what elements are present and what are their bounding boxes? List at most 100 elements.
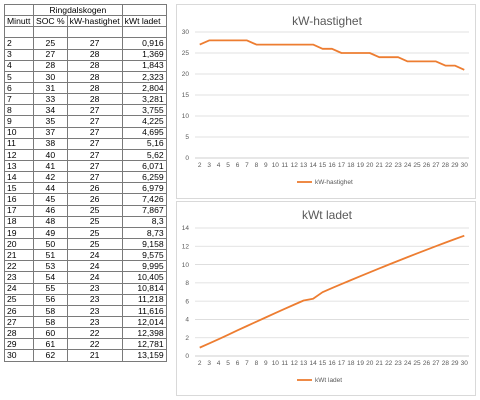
table-title-cell[interactable] [121,3,167,17]
cell-kw-hastighet[interactable]: 28 [66,59,123,72]
cell-minutt[interactable]: 29 [4,338,34,351]
cell-soc[interactable]: 53 [33,260,68,273]
cell-kwt-ladet[interactable]: 11,218 [121,293,167,306]
cell-minutt[interactable]: 2 [4,37,34,50]
cell-kw-hastighet[interactable]: 27 [66,115,123,128]
cell-kwt-ladet[interactable]: 5,16 [121,137,167,150]
cell-soc[interactable]: 34 [33,104,68,117]
table-cell[interactable] [66,26,123,39]
cell-kwt-ladet[interactable]: 1,843 [121,59,167,72]
cell-soc[interactable]: 28 [33,59,68,72]
cell-minutt[interactable]: 20 [4,237,34,251]
cell-kw-hastighet[interactable]: 24 [66,260,123,273]
cell-minutt[interactable]: 25 [4,293,34,306]
cell-minutt[interactable]: 11 [4,137,34,150]
cell-kwt-ladet[interactable]: 11,616 [121,304,167,317]
cell-kwt-ladet[interactable]: 5,62 [121,148,167,161]
cell-soc[interactable]: 37 [33,126,68,139]
cell-soc[interactable]: 55 [33,282,68,295]
cell-kw-hastighet[interactable]: 28 [66,93,123,106]
cell-soc[interactable]: 58 [33,315,68,329]
cell-kwt-ladet[interactable]: 4,225 [121,115,167,128]
cell-kwt-ladet[interactable]: 1,369 [121,48,167,61]
cell-kwt-ladet[interactable]: 6,071 [121,159,167,173]
kw-hastighet-chart[interactable]: kW-hastighet 0 5 10 15 20 25 30 2 3 4 5 6 7 8 9 10 11 12 1… [176,4,476,199]
table-title[interactable]: Ringdalskogen [33,3,123,17]
cell-minutt[interactable]: 30 [4,349,34,362]
cell-kw-hastighet[interactable]: 28 [66,48,123,61]
cell-minutt[interactable]: 12 [4,148,34,161]
cell-kw-hastighet[interactable]: 27 [66,171,123,184]
cell-soc[interactable]: 54 [33,271,68,284]
cell-kwt-ladet[interactable]: 7,867 [121,204,167,217]
cell-minutt[interactable]: 28 [4,327,34,340]
cell-kw-hastighet[interactable]: 28 [66,81,123,95]
cell-soc[interactable]: 46 [33,204,68,217]
cell-soc[interactable]: 35 [33,115,68,128]
cell-kwt-ladet[interactable]: 9,158 [121,237,167,251]
cell-soc[interactable]: 41 [33,159,68,173]
cell-minutt[interactable]: 24 [4,282,34,295]
cell-kw-hastighet[interactable]: 27 [66,137,123,150]
cell-minutt[interactable]: 21 [4,249,34,262]
header-kwt-ladet[interactable]: kWt ladet [121,15,167,28]
cell-minutt[interactable]: 17 [4,204,34,217]
cell-soc[interactable]: 49 [33,226,68,239]
cell-kwt-ladet[interactable]: 2,804 [121,81,167,95]
cell-kw-hastighet[interactable]: 26 [66,182,123,195]
cell-soc[interactable]: 40 [33,148,68,161]
header-soc[interactable]: SOC % [33,15,68,28]
cell-kw-hastighet[interactable]: 27 [66,104,123,117]
cell-kwt-ladet[interactable]: 12,398 [121,327,167,340]
cell-minutt[interactable]: 6 [4,81,34,95]
kwt-ladet-chart[interactable]: kWt ladet 0 2 4 6 8 10 12 14 2 3 4 5 6 7 8 9 10 11 12 13 14 1… [176,201,476,396]
cell-minutt[interactable]: 7 [4,93,34,106]
cell-kwt-ladet[interactable]: 3,755 [121,104,167,117]
cell-minutt[interactable]: 16 [4,193,34,206]
table-title-cell[interactable] [4,3,34,17]
cell-minutt[interactable]: 13 [4,159,34,173]
cell-kw-hastighet[interactable]: 27 [66,159,123,173]
cell-soc[interactable]: 27 [33,48,68,61]
cell-minutt[interactable]: 22 [4,260,34,273]
cell-soc[interactable]: 60 [33,327,68,340]
cell-soc[interactable]: 48 [33,215,68,228]
cell-soc[interactable]: 25 [33,37,68,50]
cell-soc[interactable]: 30 [33,70,68,83]
cell-soc[interactable]: 56 [33,293,68,306]
cell-minutt[interactable]: 5 [4,70,34,83]
cell-kwt-ladet[interactable]: 8,3 [121,215,167,228]
cell-minutt[interactable]: 18 [4,215,34,228]
cell-kw-hastighet[interactable]: 23 [66,304,123,317]
header-minutt[interactable]: Minutt [4,15,34,28]
cell-kw-hastighet[interactable]: 21 [66,349,123,362]
cell-minutt[interactable]: 14 [4,171,34,184]
table-cell[interactable] [121,26,167,39]
cell-kw-hastighet[interactable]: 22 [66,327,123,340]
table-cell[interactable] [4,26,34,39]
cell-soc[interactable]: 45 [33,193,68,206]
cell-kwt-ladet[interactable]: 7,426 [121,193,167,206]
cell-kwt-ladet[interactable]: 12,781 [121,338,167,351]
cell-kw-hastighet[interactable]: 27 [66,37,123,50]
cell-kw-hastighet[interactable]: 22 [66,338,123,351]
cell-soc[interactable]: 61 [33,338,68,351]
cell-kw-hastighet[interactable]: 28 [66,70,123,83]
cell-kwt-ladet[interactable]: 0,916 [121,37,167,50]
cell-minutt[interactable]: 3 [4,48,34,61]
cell-kwt-ladet[interactable]: 10,814 [121,282,167,295]
cell-kw-hastighet[interactable]: 23 [66,293,123,306]
cell-minutt[interactable]: 19 [4,226,34,239]
cell-kw-hastighet[interactable]: 27 [66,148,123,161]
cell-soc[interactable]: 51 [33,249,68,262]
cell-kw-hastighet[interactable]: 23 [66,315,123,329]
cell-minutt[interactable]: 23 [4,271,34,284]
cell-kwt-ladet[interactable]: 8,73 [121,226,167,239]
cell-kwt-ladet[interactable]: 9,995 [121,260,167,273]
cell-kw-hastighet[interactable]: 25 [66,204,123,217]
cell-minutt[interactable]: 10 [4,126,34,139]
cell-kw-hastighet[interactable]: 27 [66,126,123,139]
cell-minutt[interactable]: 15 [4,182,34,195]
cell-kw-hastighet[interactable]: 24 [66,271,123,284]
cell-minutt[interactable]: 27 [4,315,34,329]
